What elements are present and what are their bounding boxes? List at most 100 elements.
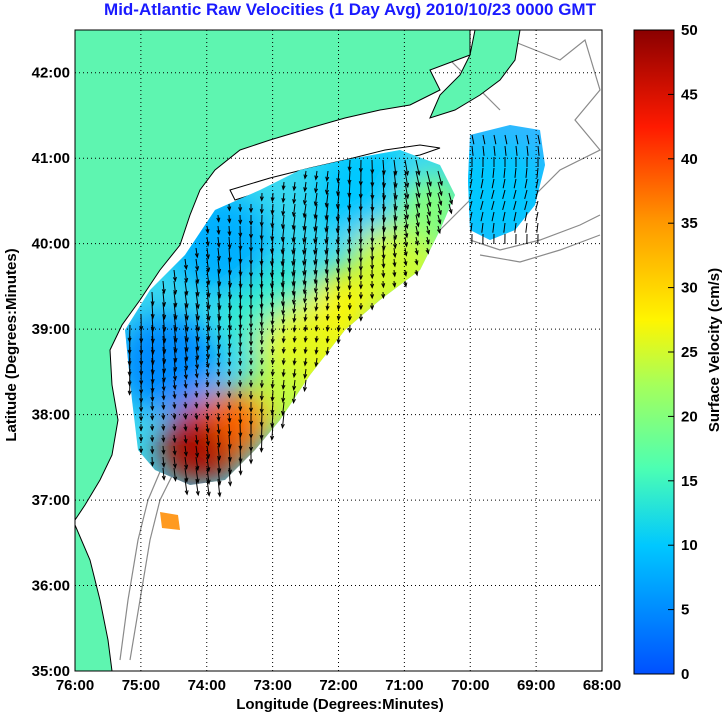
velocity-arrowhead	[438, 200, 443, 207]
velocity-arrow-445	[271, 412, 274, 427]
velocity-arrow-123	[271, 236, 274, 253]
velocity-arrowhead	[227, 417, 232, 424]
velocity-arrow-479	[217, 445, 220, 460]
velocity-arrowhead	[259, 383, 264, 389]
velocity-arrow-278	[217, 313, 221, 330]
velocity-arrowhead	[336, 191, 341, 197]
velocity-arrowhead	[161, 437, 166, 443]
velocity-arrow-82	[303, 214, 307, 230]
velocity-arrowhead	[205, 241, 210, 247]
y-tick-label: 37:00	[32, 492, 70, 509]
velocity-arrow-94	[437, 214, 441, 224]
velocity-arrow-71	[426, 203, 431, 216]
velocity-arrowhead	[172, 394, 177, 400]
velocity-arrow-152	[348, 247, 351, 263]
velocity-arrowhead	[325, 338, 330, 344]
velocity-arrowhead	[392, 282, 397, 288]
velocity-arrow-196	[326, 269, 329, 283]
velocity-arrow-358	[195, 357, 198, 369]
velocity-arrow-169	[281, 258, 285, 277]
velocity-arrow-106	[325, 225, 329, 244]
velocity-arrowhead	[314, 349, 319, 355]
velocity-arrow-536	[524, 178, 528, 189]
velocity-arrow-524	[470, 167, 473, 178]
velocity-arrow-562	[503, 222, 506, 233]
velocity-arrowhead	[347, 316, 352, 322]
velocity-arrow-101	[271, 225, 274, 241]
velocity-arrowhead	[292, 360, 297, 366]
velocity-arrowhead	[150, 461, 155, 467]
velocity-arrow-554	[491, 211, 495, 222]
velocity-arrow-18	[426, 170, 432, 186]
colorbar-tick-label: 25	[681, 344, 698, 361]
velocity-arrow-336	[162, 346, 166, 364]
velocity-arrow-16	[404, 170, 409, 187]
velocity-arrow-455	[228, 423, 231, 435]
velocity-arrow-242	[304, 291, 307, 303]
velocity-arrow-466	[206, 434, 209, 446]
velocity-arrowhead	[302, 213, 307, 219]
y-tick-label: 36:00	[32, 578, 70, 595]
y-tick-label: 38:00	[32, 407, 70, 424]
velocity-arrow-10	[337, 170, 340, 183]
velocity-arrow-41	[325, 192, 329, 207]
velocity-arrowhead	[448, 209, 453, 215]
velocity-arrow-178	[382, 258, 385, 268]
velocity-arrow-386	[304, 368, 307, 378]
velocity-arrowhead	[248, 350, 254, 356]
velocity-arrowhead	[426, 229, 431, 236]
colorbar-tick-label: 5	[681, 602, 689, 619]
velocity-arrowhead	[314, 188, 319, 194]
velocity-arrow-21	[293, 181, 296, 191]
velocity-arrow-560	[481, 222, 484, 233]
velocity-arrow-475	[173, 445, 176, 455]
velocity-arrowhead	[194, 373, 199, 379]
velocity-arrowhead	[238, 382, 243, 388]
velocity-arrowhead	[347, 276, 352, 282]
velocity-arrow-320	[206, 335, 210, 350]
velocity-arrow-406	[162, 390, 165, 400]
velocity-arrowhead	[303, 361, 308, 367]
velocity-arrowhead	[292, 198, 297, 205]
velocity-arrowhead	[216, 404, 221, 410]
velocity-arrowhead	[216, 353, 221, 359]
velocity-arrow-453	[206, 423, 209, 433]
velocity-arrow-118	[217, 236, 220, 247]
velocity-arrowhead	[314, 362, 319, 368]
velocity-arrow-38	[293, 192, 296, 204]
velocity-arrow-550	[524, 200, 528, 210]
velocity-arrowhead	[358, 284, 363, 290]
velocity-arrowhead	[381, 283, 386, 289]
velocity-arrowhead	[216, 362, 221, 368]
velocity-arrowhead	[259, 408, 264, 414]
velocity-arrow-127	[314, 236, 318, 254]
velocity-arrowhead	[150, 396, 155, 403]
colorbar-tick-label: 0	[681, 666, 689, 683]
velocity-arrowhead	[291, 299, 296, 305]
velocity-arrow-471	[260, 434, 263, 452]
velocity-arrow-374	[173, 368, 176, 380]
velocity-arrow-262	[282, 302, 285, 315]
velocity-arrowhead	[281, 372, 286, 378]
velocity-arrowhead	[161, 425, 166, 432]
velocity-arrow-417	[282, 390, 285, 402]
velocity-arrowhead	[325, 287, 330, 293]
velocity-arrow-277	[206, 313, 210, 331]
velocity-arrow-548	[502, 200, 506, 210]
velocity-arrow-276	[195, 313, 199, 331]
velocity-arrow-73	[448, 203, 452, 214]
velocity-arrowhead	[281, 410, 286, 417]
velocity-arrow-273	[162, 313, 166, 331]
velocity-arrowhead	[172, 276, 177, 283]
velocity-arrow-119	[228, 236, 231, 249]
velocity-arrow-217	[292, 280, 296, 295]
velocity-arrowhead	[281, 211, 286, 217]
velocity-arrow-19	[437, 170, 443, 186]
velocity-arrow-495	[195, 467, 199, 483]
velocity-arrow-90	[393, 214, 397, 230]
velocity-arrowhead	[281, 348, 286, 355]
velocity-arrow-26	[348, 181, 351, 197]
velocity-arrowhead	[248, 382, 254, 388]
velocity-arrow-480	[228, 445, 231, 462]
velocity-arrow-218	[303, 280, 307, 294]
